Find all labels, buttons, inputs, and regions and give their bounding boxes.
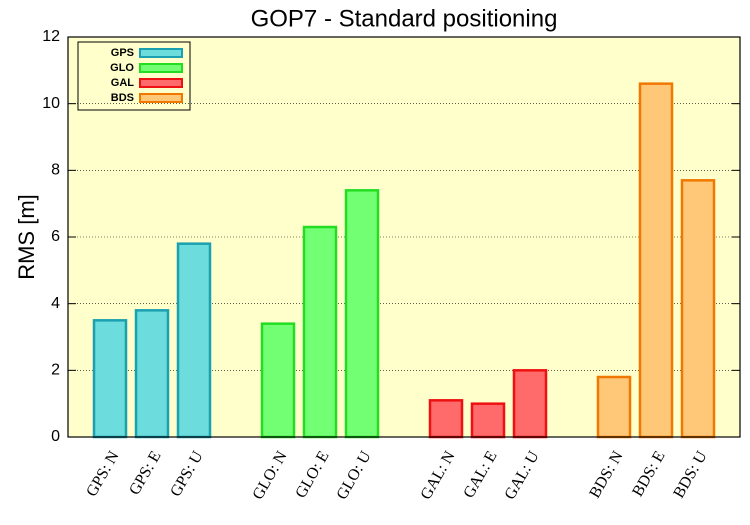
legend-swatch bbox=[139, 78, 183, 88]
bar bbox=[428, 399, 464, 439]
x-tick-label: GAL: E bbox=[460, 448, 500, 501]
bar bbox=[176, 242, 212, 439]
y-tick-label: 0 bbox=[51, 428, 60, 445]
x-tick-label: BDS: U bbox=[670, 448, 711, 501]
legend-box bbox=[77, 41, 191, 111]
bar bbox=[512, 369, 548, 439]
x-tick-label: BDS: N bbox=[586, 448, 627, 501]
x-tick-label: GPS: E bbox=[126, 448, 165, 498]
x-tick-label: GLO: U bbox=[333, 448, 374, 503]
x-tick-label: GPS: N bbox=[83, 448, 123, 500]
y-axis-label: RMS [m] bbox=[14, 194, 39, 280]
legend-label: GAL bbox=[111, 77, 135, 89]
legend-swatch bbox=[139, 63, 183, 73]
y-tick-label: 10 bbox=[42, 95, 60, 112]
legend-label: BDS bbox=[111, 92, 134, 104]
bar bbox=[680, 179, 716, 439]
bar bbox=[638, 82, 674, 439]
x-tick-label: GLO: E bbox=[292, 448, 332, 501]
bar bbox=[134, 309, 170, 439]
bar bbox=[260, 322, 296, 439]
bar bbox=[302, 225, 338, 439]
legend-swatch bbox=[139, 93, 183, 103]
x-tick-label: GPS: U bbox=[167, 448, 207, 500]
y-tick-label: 2 bbox=[51, 362, 60, 379]
y-tick-label: 6 bbox=[51, 228, 60, 245]
x-tick-label: GAL: N bbox=[417, 448, 458, 503]
y-tick-label: 4 bbox=[51, 295, 60, 312]
x-tick-label: GAL: U bbox=[501, 448, 542, 503]
y-tick-label: 8 bbox=[51, 162, 60, 179]
chart-title: GOP7 - Standard positioning bbox=[251, 5, 558, 32]
x-tick-label: BDS: E bbox=[629, 448, 668, 499]
y-tick-label: 12 bbox=[42, 28, 60, 45]
bar bbox=[344, 189, 380, 439]
legend-swatch bbox=[139, 48, 183, 58]
bar bbox=[92, 319, 128, 439]
bar bbox=[596, 375, 632, 439]
plot-frame bbox=[67, 36, 741, 438]
x-tick-label: GLO: N bbox=[249, 448, 290, 503]
legend-label: GLO bbox=[110, 62, 134, 74]
bar bbox=[470, 402, 506, 439]
legend-label: GPS bbox=[111, 47, 134, 59]
